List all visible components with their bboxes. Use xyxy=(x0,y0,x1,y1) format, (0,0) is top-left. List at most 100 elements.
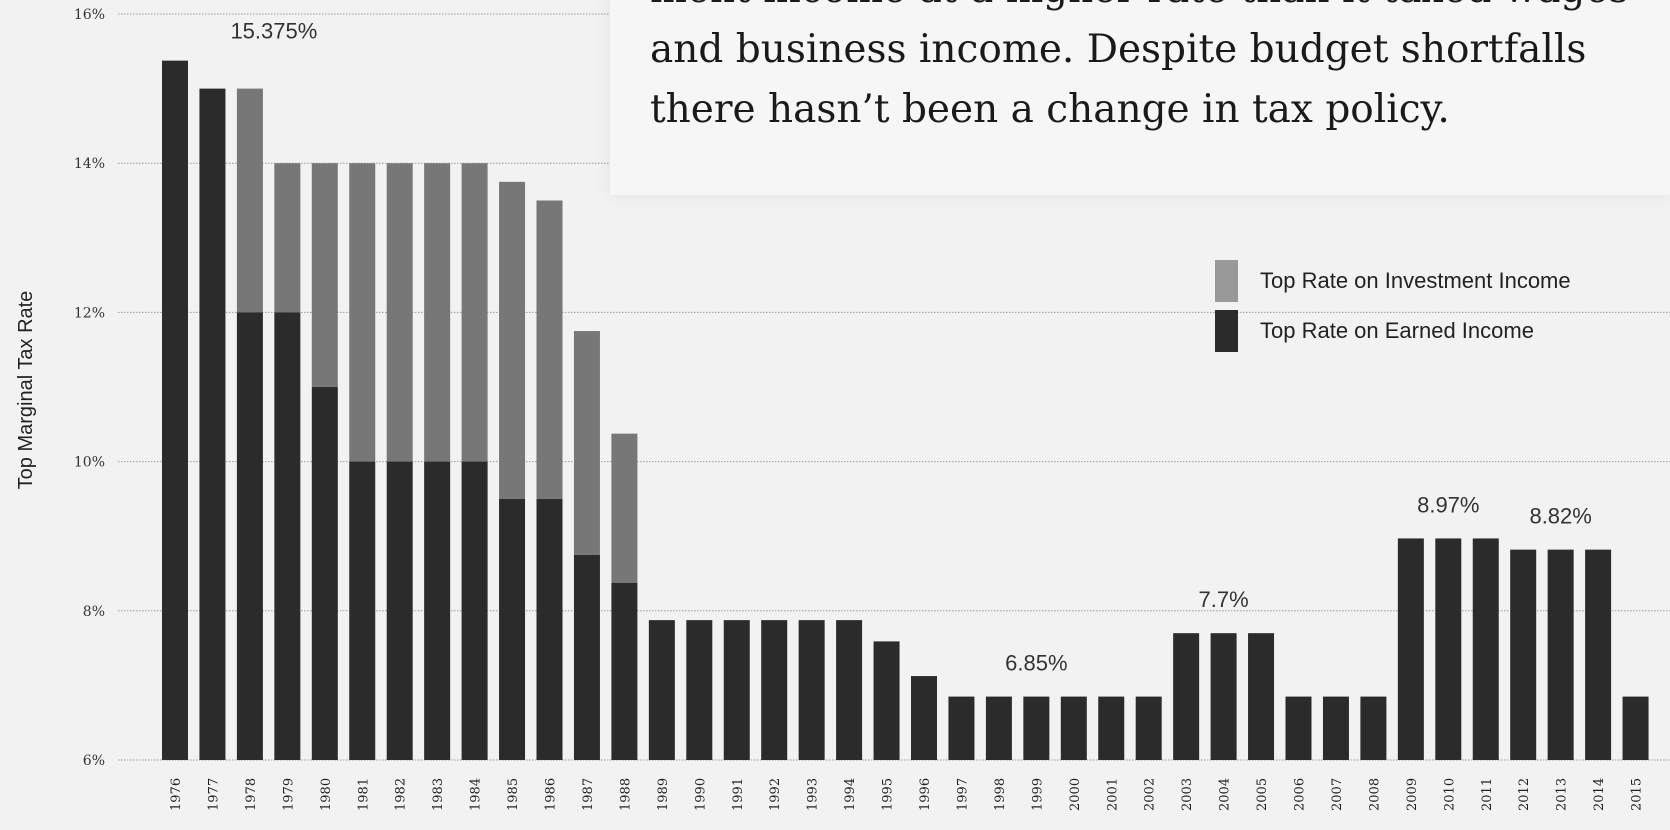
bar-earned-1986 xyxy=(536,498,563,760)
legend-label: Top Rate on Earned Income xyxy=(1260,318,1534,343)
x-tick-label: 1986 xyxy=(544,778,559,811)
x-tick-label: 2011 xyxy=(1480,778,1495,811)
callout-text: ment income at a higher rate than it tax… xyxy=(650,0,1660,140)
data-label: 7.7% xyxy=(1199,587,1249,612)
bar-earned-1997 xyxy=(948,696,975,760)
bar-earned-1982 xyxy=(386,461,413,760)
y-tick-label: 16% xyxy=(74,7,105,23)
y-tick-label: 14% xyxy=(74,156,105,172)
bar-earned-2009 xyxy=(1397,538,1424,760)
x-tick-label: 1984 xyxy=(469,778,484,811)
bar-earned-1984 xyxy=(461,461,488,760)
bar-investment-1980 xyxy=(311,163,338,387)
bar-earned-1985 xyxy=(499,498,526,760)
x-tick-label: 1994 xyxy=(843,778,858,811)
x-tick-label: 1987 xyxy=(581,778,596,811)
bar-earned-2000 xyxy=(1060,696,1087,760)
x-tick-label: 2009 xyxy=(1405,778,1420,811)
bar-earned-1996 xyxy=(911,676,937,760)
x-tick-label: 1996 xyxy=(918,778,933,811)
bar-investment-1978 xyxy=(236,88,263,313)
bar-investment-1986 xyxy=(536,200,563,499)
x-tick-label: 2012 xyxy=(1517,778,1532,811)
data-label: 15.375% xyxy=(230,19,317,44)
bar-earned-1977 xyxy=(199,88,226,761)
bar-earned-1998 xyxy=(985,696,1012,760)
x-tick-label: 2007 xyxy=(1330,778,1345,811)
bar-earned-1993 xyxy=(798,620,825,760)
bar-earned-1989 xyxy=(648,620,675,760)
x-tick-label: 1978 xyxy=(244,778,259,811)
legend: Top Rate on Investment Income Top Rate on… xyxy=(1215,260,1571,352)
bar-earned-2015 xyxy=(1622,696,1649,760)
bar-earned-2008 xyxy=(1360,696,1387,760)
bar-earned-2011 xyxy=(1472,538,1499,760)
x-tick-label: 1977 xyxy=(206,778,221,811)
bar-earned-1987 xyxy=(573,554,600,760)
x-tick-label: 2014 xyxy=(1592,778,1607,811)
x-tick-label: 1982 xyxy=(394,778,409,811)
bar-earned-1994 xyxy=(836,620,863,760)
bar-earned-1995 xyxy=(873,641,900,760)
bar-earned-2002 xyxy=(1135,696,1162,760)
bar-earned-2004 xyxy=(1210,633,1237,760)
bar-investment-1981 xyxy=(349,163,376,462)
bar-earned-1976 xyxy=(162,60,188,760)
bar-earned-1992 xyxy=(761,620,788,760)
x-tick-label: 1988 xyxy=(618,778,633,811)
bar-investment-1983 xyxy=(424,163,451,462)
x-tick-label: 1993 xyxy=(806,778,821,811)
bar-investment-1979 xyxy=(274,163,301,313)
y-tick-label: 6% xyxy=(83,753,105,769)
x-tick-label: 2015 xyxy=(1630,778,1645,811)
bar-investment-1988 xyxy=(611,433,638,583)
y-tick-label: 12% xyxy=(74,305,105,321)
x-tick-label: 2004 xyxy=(1218,778,1233,811)
bar-investment-1987 xyxy=(573,331,600,555)
x-tick-label: 2008 xyxy=(1367,778,1382,811)
bar-earned-2007 xyxy=(1322,696,1349,760)
x-tick-label: 2013 xyxy=(1555,778,1570,811)
x-tick-label: 1976 xyxy=(169,778,184,811)
data-label: 6.85% xyxy=(1005,651,1067,676)
x-tick-label: 1990 xyxy=(693,778,708,811)
x-tick-label: 1992 xyxy=(768,778,783,811)
y-axis: 16% 14% 12% 10% 8% 6% xyxy=(74,7,105,769)
x-tick-label: 1999 xyxy=(1030,778,1045,811)
x-tick-label: 1997 xyxy=(955,778,970,811)
bar-investment-1982 xyxy=(386,163,413,462)
bar-earned-1990 xyxy=(686,620,713,760)
bar-earned-1978 xyxy=(236,312,263,760)
bar-earned-1999 xyxy=(1023,696,1050,760)
x-axis: 1976 1977 1978 1979 1980 1981 1982 1983 1984 1985… xyxy=(169,778,1645,811)
bar-earned-2014 xyxy=(1585,549,1612,760)
data-label: 8.97% xyxy=(1417,492,1479,517)
y-tick-label: 8% xyxy=(83,604,105,620)
bar-earned-1988 xyxy=(611,582,638,760)
bar-earned-1983 xyxy=(424,461,451,760)
bar-earned-2005 xyxy=(1248,633,1275,760)
bar-earned-2003 xyxy=(1173,633,1200,760)
callout-line-3: there hasn’t been a change in tax policy… xyxy=(650,87,1450,132)
legend-swatch xyxy=(1215,260,1238,302)
callout-line-2: and business income. Despite budget shor… xyxy=(650,27,1587,72)
x-tick-label: 1995 xyxy=(881,778,896,811)
x-tick-label: 2000 xyxy=(1068,778,1083,811)
x-tick-label: 1983 xyxy=(431,778,446,811)
x-tick-label: 1985 xyxy=(506,778,521,811)
x-tick-label: 1979 xyxy=(281,778,296,811)
bar-earned-2013 xyxy=(1547,549,1574,760)
x-tick-label: 2005 xyxy=(1255,778,1270,811)
bar-investment-1985 xyxy=(499,181,526,499)
bar-earned-1979 xyxy=(274,312,301,760)
x-tick-label: 1981 xyxy=(356,778,371,811)
x-tick-label: 2001 xyxy=(1105,778,1120,811)
x-tick-label: 2010 xyxy=(1442,778,1457,811)
x-tick-label: 2006 xyxy=(1293,778,1308,811)
y-tick-label: 10% xyxy=(74,455,105,471)
data-label: 8.82% xyxy=(1529,504,1591,529)
x-tick-label: 1989 xyxy=(656,778,671,811)
x-tick-label: 2003 xyxy=(1180,778,1195,811)
bar-earned-2006 xyxy=(1285,696,1312,760)
callout-box: ment income at a higher rate than it tax… xyxy=(610,0,1670,195)
